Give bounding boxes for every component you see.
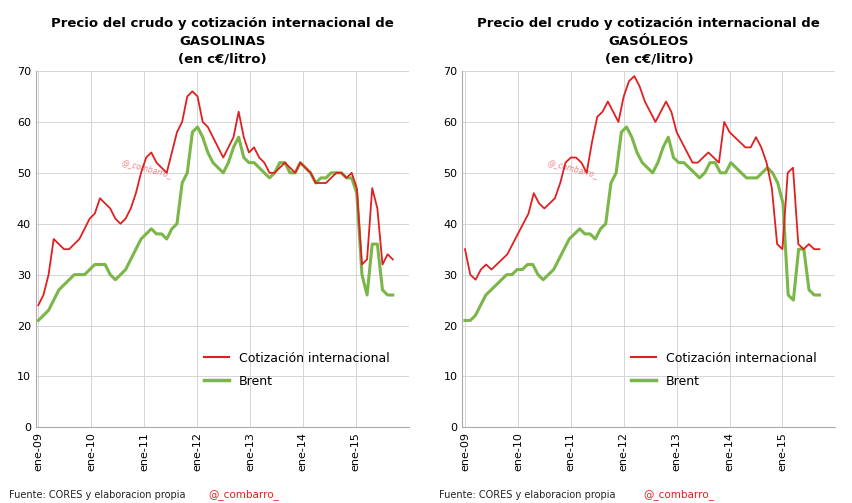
Text: Fuente: CORES y elaboracion propia: Fuente: CORES y elaboracion propia (9, 490, 185, 500)
Title: Precio del crudo y cotización internacional de
GASÓLEOS
(en c€/litro): Precio del crudo y cotización internacio… (477, 17, 820, 66)
Legend: Cotización internacional, Brent: Cotización internacional, Brent (199, 347, 395, 393)
Text: Fuente: CORES y elaboracion propia: Fuente: CORES y elaboracion propia (439, 490, 615, 500)
Title: Precio del crudo y cotización internacional de
GASOLINAS
(en c€/litro): Precio del crudo y cotización internacio… (51, 17, 394, 66)
Text: @_combarro_: @_combarro_ (643, 489, 714, 500)
Text: @_combarro_: @_combarro_ (547, 158, 600, 180)
Text: @_combarro_: @_combarro_ (209, 489, 279, 500)
Text: @_combarro_: @_combarro_ (120, 158, 173, 180)
Legend: Cotización internacional, Brent: Cotización internacional, Brent (626, 347, 821, 393)
